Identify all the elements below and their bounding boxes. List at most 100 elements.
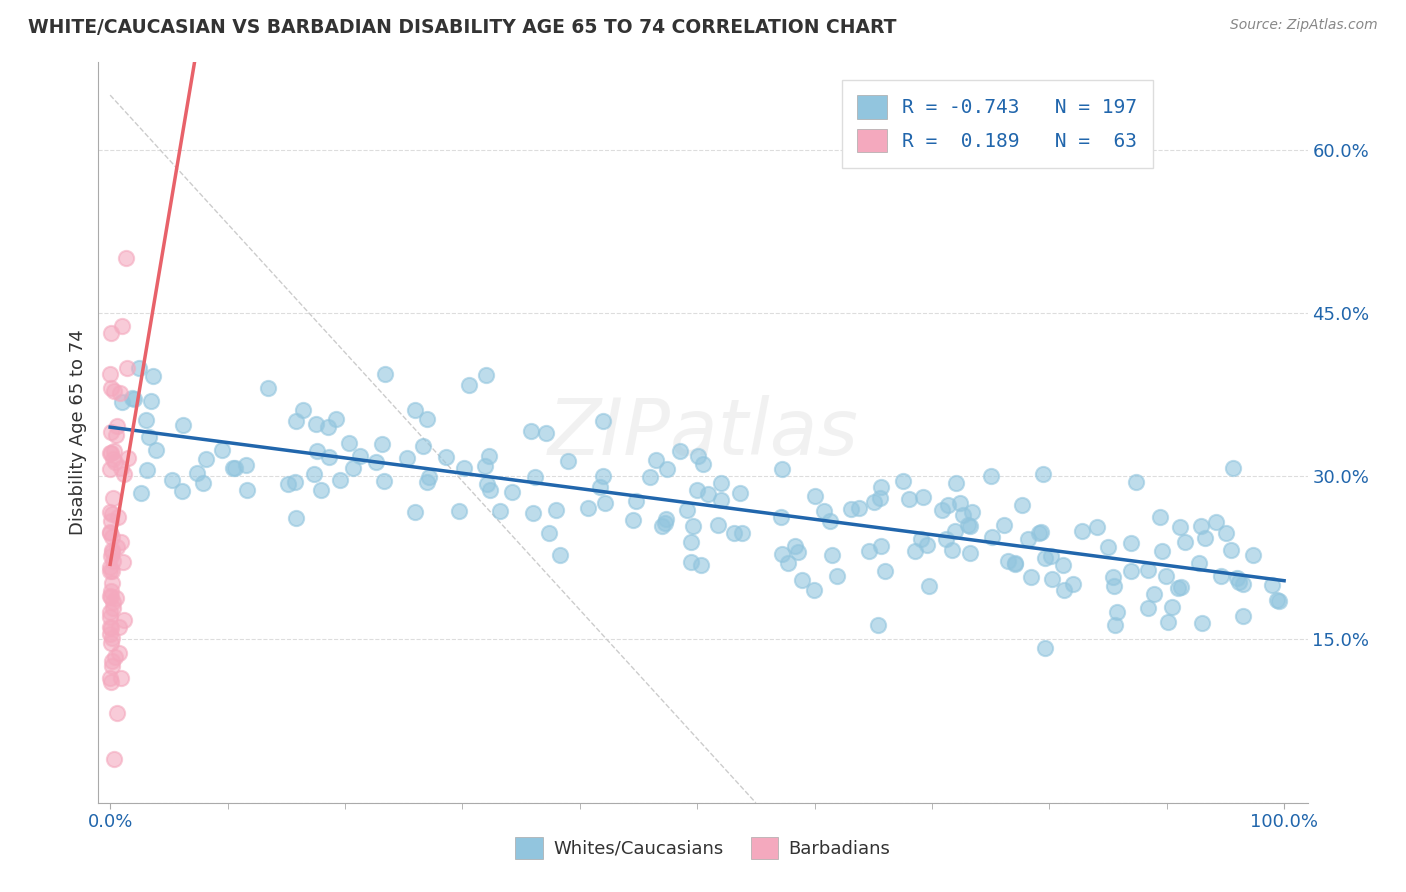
Text: WHITE/CAUCASIAN VS BARBADIAN DISABILITY AGE 65 TO 74 CORRELATION CHART: WHITE/CAUCASIAN VS BARBADIAN DISABILITY …	[28, 18, 897, 37]
Point	[868, 617, 890, 632]
Point	[772, 462, 794, 476]
Point	[103, 491, 125, 505]
Point	[374, 368, 396, 382]
Point	[100, 636, 122, 650]
Point	[1232, 608, 1254, 623]
Point	[114, 251, 136, 265]
Point	[1232, 577, 1254, 591]
Point	[945, 475, 967, 490]
Point	[1220, 542, 1243, 557]
Point	[100, 326, 122, 340]
Point	[98, 564, 121, 578]
Point	[960, 505, 983, 519]
Point	[107, 646, 129, 660]
Point	[108, 386, 131, 401]
Point	[918, 579, 941, 593]
Point	[710, 475, 733, 490]
Point	[675, 503, 697, 517]
Point	[682, 519, 704, 533]
Point	[107, 510, 129, 524]
Point	[478, 483, 501, 497]
Point	[863, 495, 886, 509]
Point	[349, 449, 371, 463]
Point	[803, 583, 825, 598]
Point	[1071, 524, 1094, 538]
Point	[474, 459, 496, 474]
Point	[110, 534, 132, 549]
Point	[145, 442, 167, 457]
Point	[1125, 475, 1147, 489]
Point	[723, 525, 745, 540]
Point	[1119, 564, 1142, 578]
Point	[522, 506, 544, 520]
Point	[1154, 569, 1177, 583]
Point	[804, 489, 827, 503]
Point	[128, 360, 150, 375]
Point	[104, 455, 127, 469]
Point	[692, 457, 714, 471]
Point	[458, 378, 481, 392]
Point	[519, 425, 541, 439]
Point	[1040, 573, 1063, 587]
Point	[329, 473, 352, 487]
Point	[101, 632, 124, 646]
Point	[101, 554, 124, 568]
Point	[1226, 571, 1249, 585]
Point	[366, 455, 388, 469]
Point	[1189, 519, 1212, 533]
Point	[194, 452, 217, 467]
Point	[1085, 520, 1108, 534]
Point	[690, 558, 713, 572]
Point	[728, 485, 751, 500]
Text: Source: ZipAtlas.com: Source: ZipAtlas.com	[1230, 18, 1378, 32]
Point	[592, 414, 614, 428]
Point	[117, 450, 139, 465]
Point	[404, 403, 426, 417]
Point	[997, 554, 1019, 568]
Point	[110, 460, 132, 475]
Point	[1040, 549, 1063, 564]
Point	[1102, 579, 1125, 593]
Point	[105, 419, 128, 434]
Point	[686, 483, 709, 497]
Point	[949, 496, 972, 510]
Point	[318, 450, 340, 464]
Point	[1052, 582, 1074, 597]
Point	[1004, 557, 1026, 571]
Point	[651, 518, 673, 533]
Point	[235, 483, 257, 497]
Point	[121, 391, 143, 405]
Point	[98, 525, 121, 540]
Point	[679, 534, 702, 549]
Point	[501, 484, 523, 499]
Point	[103, 752, 125, 766]
Point	[1170, 520, 1192, 534]
Point	[98, 627, 121, 641]
Point	[1029, 524, 1052, 539]
Point	[952, 508, 974, 522]
Point	[100, 545, 122, 559]
Point	[1062, 576, 1084, 591]
Point	[447, 504, 470, 518]
Point	[1028, 525, 1050, 540]
Point	[98, 605, 121, 619]
Point	[897, 491, 920, 506]
Point	[686, 450, 709, 464]
Point	[1149, 510, 1171, 524]
Point	[135, 413, 157, 427]
Point	[416, 412, 439, 426]
Point	[325, 412, 347, 426]
Y-axis label: Disability Age 65 to 74: Disability Age 65 to 74	[69, 330, 87, 535]
Point	[820, 514, 842, 528]
Point	[186, 466, 208, 480]
Point	[589, 480, 612, 494]
Point	[138, 430, 160, 444]
Point	[101, 543, 124, 558]
Point	[1104, 617, 1126, 632]
Point	[339, 436, 361, 450]
Point	[474, 368, 496, 382]
Point	[373, 474, 395, 488]
Point	[537, 526, 560, 541]
Point	[657, 462, 679, 476]
Point	[1143, 587, 1166, 601]
